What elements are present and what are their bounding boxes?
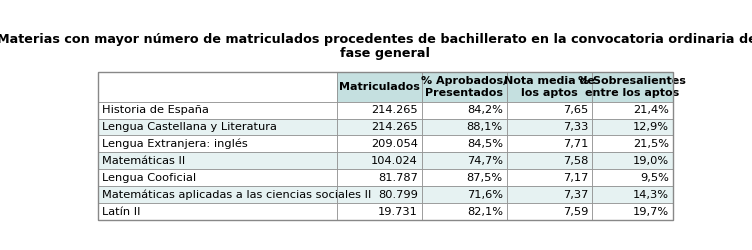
Text: Lengua Extranjera: inglés: Lengua Extranjera: inglés <box>102 139 247 149</box>
Text: 7,33: 7,33 <box>562 122 588 132</box>
Text: 209.054: 209.054 <box>371 139 418 149</box>
Text: 21,4%: 21,4% <box>633 105 669 115</box>
Bar <box>592 102 673 118</box>
Bar <box>337 118 422 136</box>
Bar <box>592 169 673 186</box>
Bar <box>422 72 507 102</box>
Text: Matemáticas II: Matemáticas II <box>102 156 185 166</box>
Bar <box>507 152 592 169</box>
Bar <box>98 169 337 186</box>
Text: 81.787: 81.787 <box>378 173 418 183</box>
Bar <box>337 186 422 203</box>
Bar <box>98 72 673 220</box>
Text: 7,37: 7,37 <box>562 190 588 200</box>
Bar <box>507 102 592 118</box>
Bar <box>592 72 673 102</box>
Bar <box>337 72 422 102</box>
Text: fase general: fase general <box>341 47 430 60</box>
Text: 9,5%: 9,5% <box>640 173 669 183</box>
Text: Lengua Cooficial: Lengua Cooficial <box>102 173 196 183</box>
Text: Matemáticas aplicadas a las ciencias sociales II: Matemáticas aplicadas a las ciencias soc… <box>102 190 371 200</box>
Text: Nota media de
los aptos: Nota media de los aptos <box>504 76 595 98</box>
Text: 21,5%: 21,5% <box>633 139 669 149</box>
Text: 7,71: 7,71 <box>562 139 588 149</box>
Text: Matriculados: Matriculados <box>338 82 420 92</box>
Bar <box>98 102 337 118</box>
Text: Latín II: Latín II <box>102 207 141 217</box>
Text: Materias con mayor número de matriculados procedentes de bachillerato en la conv: Materias con mayor número de matriculado… <box>0 33 752 46</box>
Text: 104.024: 104.024 <box>371 156 418 166</box>
Text: % Aprobados/
Presentados: % Aprobados/ Presentados <box>421 76 508 98</box>
Text: 14,3%: 14,3% <box>633 190 669 200</box>
Bar <box>592 186 673 203</box>
Bar <box>98 118 337 136</box>
Bar <box>507 169 592 186</box>
Text: 84,2%: 84,2% <box>467 105 503 115</box>
Text: 80.799: 80.799 <box>378 190 418 200</box>
Bar <box>507 72 592 102</box>
Text: 87,5%: 87,5% <box>467 173 503 183</box>
Bar <box>422 102 507 118</box>
Text: 12,9%: 12,9% <box>633 122 669 132</box>
Text: 214.265: 214.265 <box>371 105 418 115</box>
Bar <box>592 152 673 169</box>
Text: 88,1%: 88,1% <box>467 122 503 132</box>
Bar <box>422 136 507 152</box>
Bar <box>98 203 337 220</box>
Bar <box>422 169 507 186</box>
Bar <box>422 203 507 220</box>
Bar <box>422 152 507 169</box>
Bar <box>422 118 507 136</box>
Bar <box>337 102 422 118</box>
Text: 7,65: 7,65 <box>562 105 588 115</box>
Bar <box>98 136 337 152</box>
Text: 7,17: 7,17 <box>562 173 588 183</box>
Bar <box>98 72 337 102</box>
Text: 19.731: 19.731 <box>378 207 418 217</box>
Text: 82,1%: 82,1% <box>467 207 503 217</box>
Bar <box>507 118 592 136</box>
Bar <box>337 203 422 220</box>
Text: Historia de España: Historia de España <box>102 105 208 115</box>
Text: 74,7%: 74,7% <box>467 156 503 166</box>
Bar <box>422 186 507 203</box>
Text: % Sobresalientes
entre los aptos: % Sobresalientes entre los aptos <box>578 76 687 98</box>
Bar <box>592 118 673 136</box>
Text: 84,5%: 84,5% <box>467 139 503 149</box>
Bar <box>337 152 422 169</box>
Text: 19,0%: 19,0% <box>633 156 669 166</box>
Bar <box>507 203 592 220</box>
Text: 19,7%: 19,7% <box>633 207 669 217</box>
Bar <box>98 186 337 203</box>
Bar <box>337 136 422 152</box>
Bar <box>507 186 592 203</box>
Text: 7,58: 7,58 <box>562 156 588 166</box>
Text: Lengua Castellana y Literatura: Lengua Castellana y Literatura <box>102 122 277 132</box>
Text: 214.265: 214.265 <box>371 122 418 132</box>
Bar <box>507 136 592 152</box>
Bar <box>337 169 422 186</box>
Bar <box>98 152 337 169</box>
Text: 71,6%: 71,6% <box>467 190 503 200</box>
Text: 7,59: 7,59 <box>562 207 588 217</box>
Bar <box>592 136 673 152</box>
Bar <box>592 203 673 220</box>
